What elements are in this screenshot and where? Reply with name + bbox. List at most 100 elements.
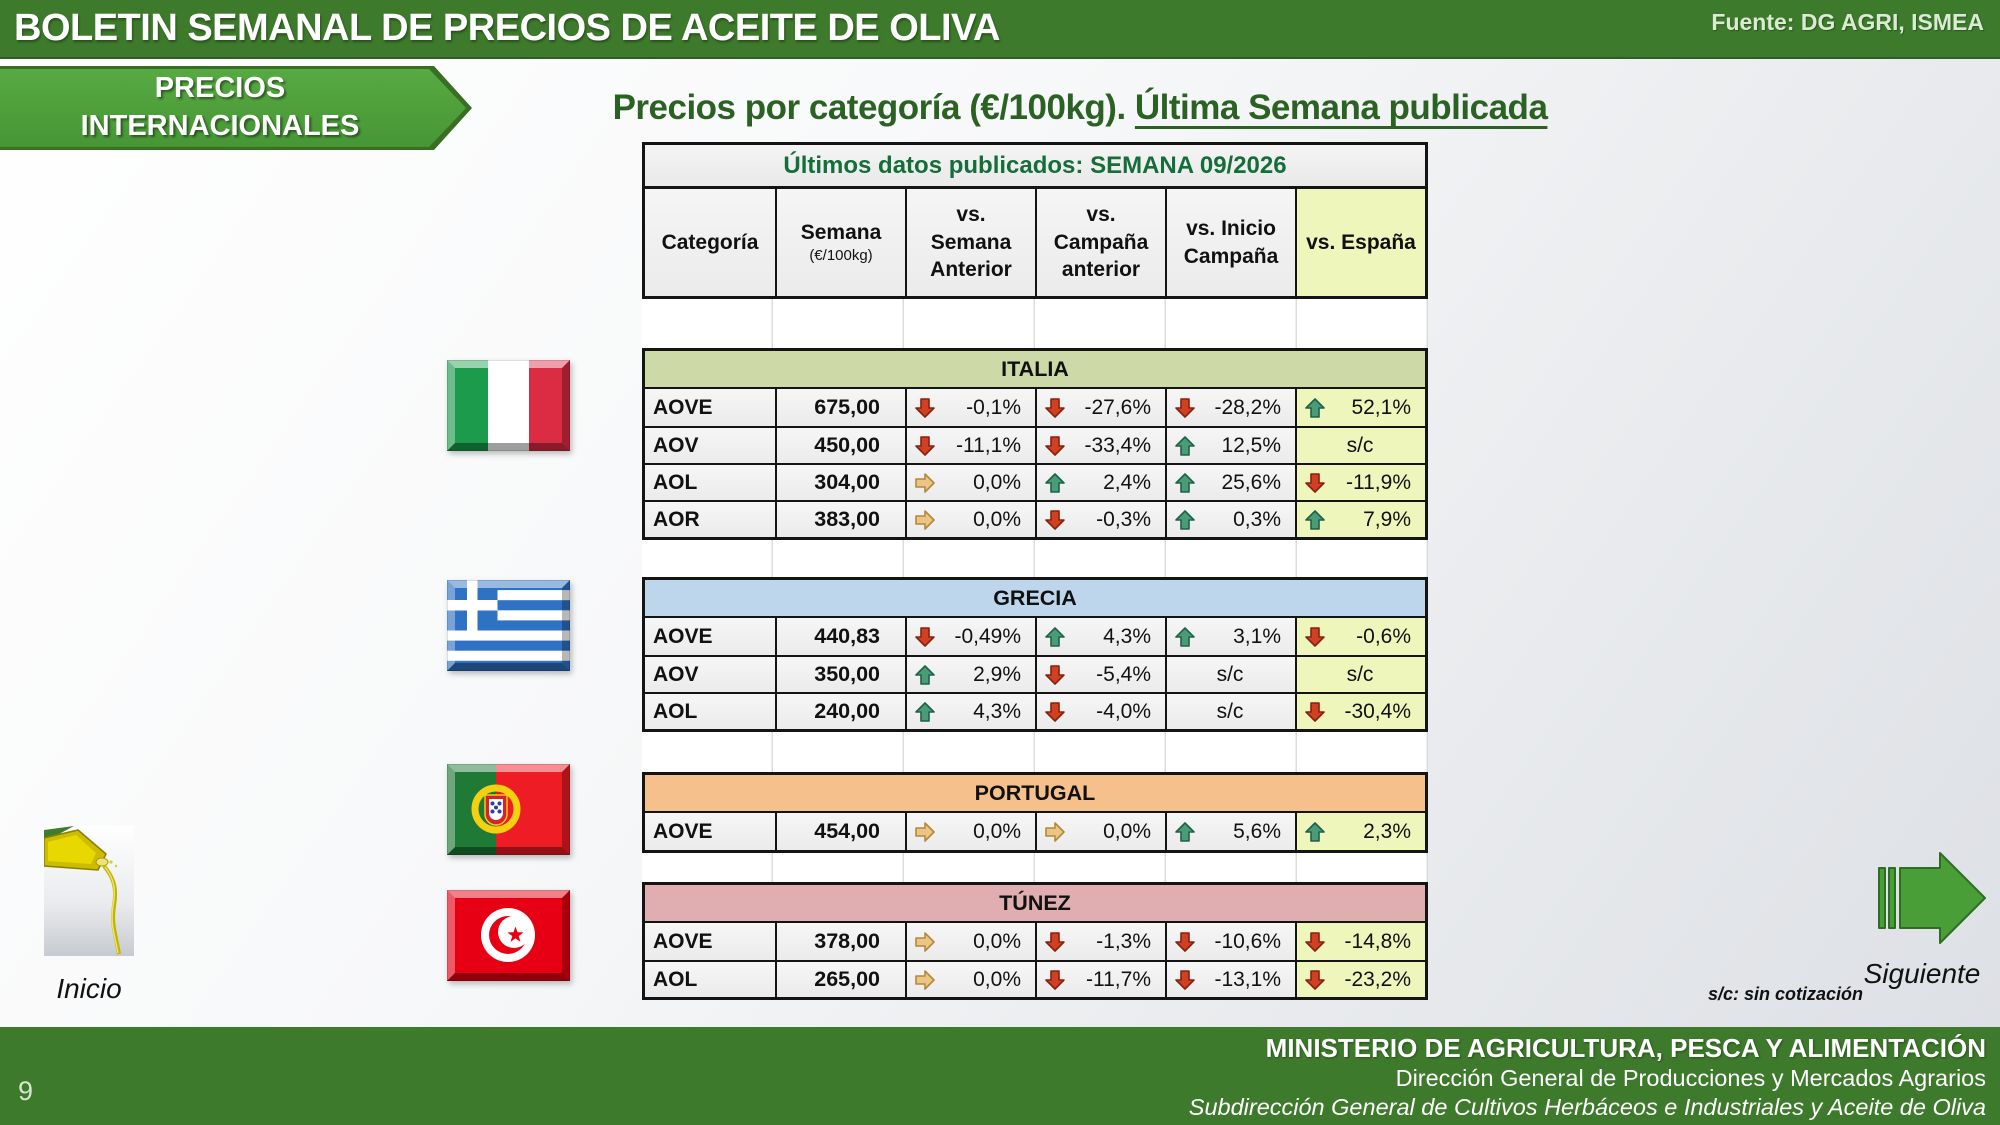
pct-cell: -30,4% (1295, 694, 1425, 729)
pct-cell: 5,6% (1165, 813, 1295, 850)
pct-cell: -27,6% (1035, 389, 1165, 426)
pct-value: 0,3% (1233, 507, 1281, 531)
bulletin-title: BOLETIN SEMANAL DE PRECIOS DE ACEITE DE … (14, 7, 1001, 49)
pct-cell: 2,9% (905, 657, 1035, 692)
trend-down-icon (1305, 626, 1325, 647)
col-header-vs-campana-anterior: vs. Campaña anterior (1035, 189, 1165, 296)
pct-cell: 0,0% (905, 923, 1035, 960)
pct-cell: 12,5% (1165, 428, 1295, 463)
page-title: Precios por categoría (€/100kg). Última … (460, 88, 1700, 128)
pct-value: -0,3% (1096, 507, 1151, 531)
price-cell: 454,00 (775, 813, 905, 850)
pct-cell: s/c (1165, 694, 1295, 729)
pct-value: -11,1% (956, 433, 1021, 457)
pct-value: 52,1% (1351, 395, 1411, 419)
pct-value: 2,4% (1103, 470, 1151, 494)
price-table-header: Últimos datos publicados: SEMANA 09/2026… (642, 142, 1428, 299)
section-banner-label: PRECIOS INTERNACIONALES (80, 72, 360, 142)
pct-cell: -11,1% (905, 428, 1035, 463)
pct-cell: -13,1% (1165, 962, 1295, 997)
pct-value: -4,0% (1096, 699, 1151, 723)
pct-cell: 25,6% (1165, 465, 1295, 500)
pct-value: -11,9% (1346, 470, 1411, 494)
pct-value: 0,0% (973, 819, 1021, 843)
category-cell: AOR (645, 502, 775, 537)
pct-cell: 7,9% (1295, 502, 1425, 537)
pct-cell: -14,8% (1295, 923, 1425, 960)
pct-cell: -11,9% (1295, 465, 1425, 500)
page-number: 9 (18, 1076, 34, 1106)
pct-value: 0,0% (1103, 819, 1151, 843)
trend-up-icon (1175, 472, 1195, 493)
trend-down-icon (1305, 931, 1325, 952)
trend-down-icon (915, 397, 935, 418)
pct-value: -33,4% (1084, 433, 1151, 457)
flag-italy-icon (447, 360, 570, 451)
siguiente-arrow-icon[interactable] (1878, 851, 1988, 949)
trend-down-icon (1175, 931, 1195, 952)
price-cell: 240,00 (775, 694, 905, 729)
table-row: AOL 240,00 4,3% -4,0% s/c -30,4% (645, 692, 1425, 729)
pct-value: -10,6% (1214, 929, 1281, 953)
price-cell: 450,00 (775, 428, 905, 463)
pct-value: 5,6% (1233, 819, 1281, 843)
footer-direccion: Dirección General de Producciones y Merc… (1395, 1065, 1986, 1091)
pct-value: -5,4% (1096, 662, 1151, 686)
category-cell: AOV (645, 428, 775, 463)
trend-up-icon (1305, 397, 1325, 418)
pct-value: 4,3% (973, 699, 1021, 723)
category-cell: AOV (645, 657, 775, 692)
trend-up-icon (1045, 472, 1065, 493)
pct-value: 0,0% (973, 967, 1021, 991)
pct-value: 25,6% (1221, 470, 1281, 494)
pct-cell: -33,4% (1035, 428, 1165, 463)
trend-down-icon (915, 435, 935, 456)
pct-cell: -28,2% (1165, 389, 1295, 426)
trend-down-icon (1045, 969, 1065, 990)
pct-value: 0,0% (973, 470, 1021, 494)
pct-cell: -0,3% (1035, 502, 1165, 537)
flag-tunisia-icon (447, 890, 570, 981)
category-cell: AOVE (645, 389, 775, 426)
pct-value: -28,2% (1214, 395, 1281, 419)
section-banner[interactable]: PRECIOS INTERNACIONALES (0, 66, 472, 150)
table-row: AOVE 378,00 0,0% -1,3% -10,6% -14,8% (645, 923, 1425, 960)
pct-cell: 4,3% (905, 694, 1035, 729)
trend-down-icon (915, 626, 935, 647)
trend-flat-icon (915, 821, 935, 842)
table-row: AOL 265,00 0,0% -11,7% -13,1% -23,2% (645, 960, 1425, 997)
pct-cell: 0,0% (905, 962, 1035, 997)
pct-value: -0,6% (1356, 624, 1411, 648)
page-title-underlined: Última Semana publicada (1134, 88, 1548, 127)
trend-down-icon (1305, 472, 1325, 493)
pct-value: -14,8% (1344, 929, 1411, 953)
footer-subdireccion: Subdirección General de Cultivos Herbáce… (1188, 1094, 1986, 1120)
pct-cell: s/c (1295, 657, 1425, 692)
pct-value: -0,1% (966, 395, 1021, 419)
pct-value: -27,6% (1084, 395, 1151, 419)
page-title-prefix: Precios por categoría (€/100kg). (612, 88, 1135, 127)
trend-up-icon (915, 664, 935, 685)
trend-down-icon (1045, 509, 1065, 530)
pct-value: 0,0% (973, 507, 1021, 531)
category-cell: AOL (645, 962, 775, 997)
country-table-1: GRECIA AOVE 440,83 -0,49% 4,3% 3,1% -0,6% AOV 35… (642, 577, 1428, 732)
pct-value: 12,5% (1221, 433, 1281, 457)
trend-up-icon (1175, 626, 1195, 647)
inicio-link[interactable]: Inicio (56, 973, 122, 1004)
source-label: Fuente: DG AGRI, ISMEA (1711, 9, 1984, 35)
price-cell: 265,00 (775, 962, 905, 997)
country-header: TÚNEZ (645, 885, 1425, 923)
pct-cell: -0,1% (905, 389, 1035, 426)
pct-value: -13,1% (1214, 967, 1281, 991)
no-quote-value: s/c (1346, 662, 1374, 686)
olive-oil-photo[interactable] (43, 826, 134, 956)
pct-cell: s/c (1165, 657, 1295, 692)
pct-cell: 0,0% (905, 465, 1035, 500)
siguiente-link[interactable]: Siguiente (1863, 958, 1981, 989)
pct-cell: 4,3% (1035, 618, 1165, 655)
table-row: AOR 383,00 0,0% -0,3% 0,3% 7,9% (645, 500, 1425, 537)
table-row: AOVE 440,83 -0,49% 4,3% 3,1% -0,6% (645, 618, 1425, 655)
flag-greece-icon (447, 580, 570, 671)
